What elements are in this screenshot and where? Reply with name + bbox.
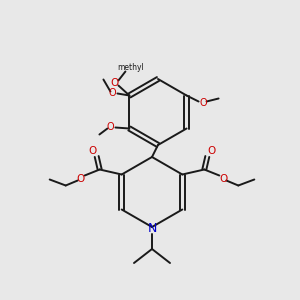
Text: O: O xyxy=(88,146,97,157)
Text: O: O xyxy=(109,88,116,98)
Text: N: N xyxy=(147,223,157,236)
Text: O: O xyxy=(219,173,227,184)
Text: O: O xyxy=(200,98,207,109)
Text: methyl: methyl xyxy=(117,63,144,72)
Text: O: O xyxy=(207,146,215,157)
Text: O: O xyxy=(76,173,85,184)
Text: O: O xyxy=(106,122,114,131)
Text: O: O xyxy=(110,79,118,88)
